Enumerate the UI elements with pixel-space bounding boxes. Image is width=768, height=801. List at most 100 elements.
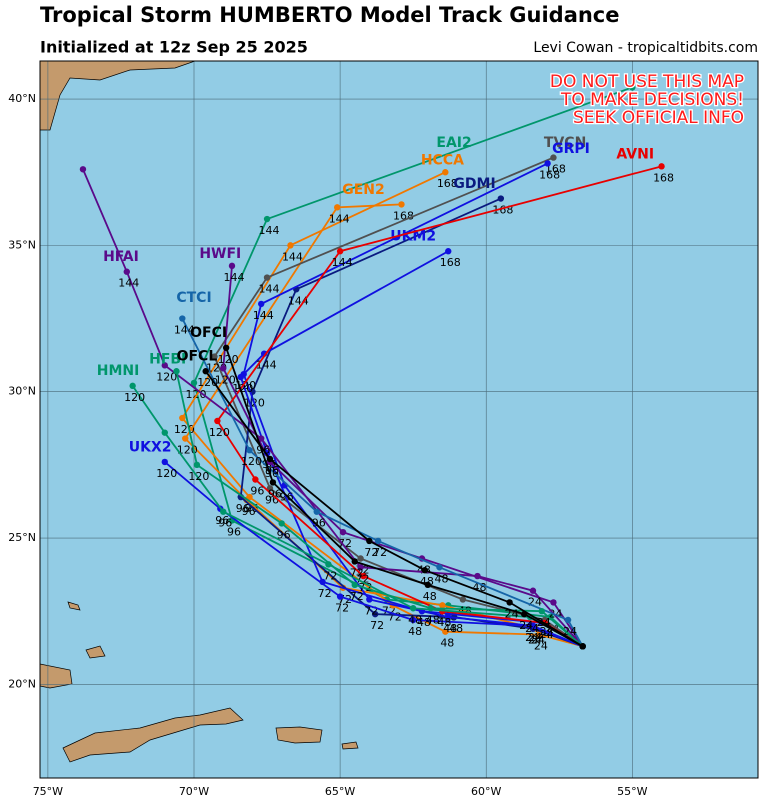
track-point <box>266 485 274 492</box>
hour-label: 96 <box>250 484 264 497</box>
hour-label: 144 <box>174 324 195 337</box>
hour-label: 24 <box>531 634 545 647</box>
hour-label: 48 <box>423 590 437 603</box>
hour-label: 96 <box>236 502 250 515</box>
hour-label: 144 <box>329 212 350 225</box>
hour-label: 168 <box>437 177 458 190</box>
hour-label: 120 <box>218 353 239 366</box>
lon-tick-label: 70°W <box>179 785 209 798</box>
track-line <box>193 86 633 647</box>
hour-label: 24 <box>540 628 554 641</box>
hour-label: 144 <box>259 283 280 296</box>
lon-tick-label: 75°W <box>33 785 63 798</box>
track-point <box>445 613 452 621</box>
track-point <box>325 561 332 568</box>
hour-label: 72 <box>318 587 332 600</box>
title: Tropical Storm HUMBERTO Model Track Guid… <box>40 3 620 27</box>
track-point <box>202 368 209 375</box>
track-point <box>445 248 452 255</box>
track-line <box>216 165 662 648</box>
track-point <box>263 215 271 223</box>
track-point <box>409 605 417 612</box>
track-point <box>459 596 467 603</box>
track-point <box>398 201 405 208</box>
hour-label: 96 <box>265 464 279 477</box>
track-point <box>339 528 347 536</box>
model-name: GDMI <box>453 176 495 192</box>
track-point <box>360 572 367 580</box>
hour-label: 24 <box>534 640 548 653</box>
hour-label: 144 <box>288 294 309 307</box>
track-point <box>228 262 236 270</box>
track-point <box>547 613 554 621</box>
track-point <box>409 616 417 624</box>
hour-label: 120 <box>124 391 145 404</box>
track-point <box>237 373 244 381</box>
track-point <box>351 581 358 589</box>
model-name: HCCA <box>421 153 464 169</box>
track-point <box>161 458 168 466</box>
track-line <box>239 197 583 648</box>
track-point <box>287 242 294 249</box>
track-point <box>129 382 136 390</box>
model-name: HMNI <box>97 363 140 379</box>
hour-label: 24 <box>525 622 539 635</box>
hour-label: 48 <box>440 637 454 650</box>
track-point <box>336 248 344 255</box>
track-point <box>550 154 557 161</box>
subtitle: Initialized at 12z Sep 25 2025 <box>40 38 308 57</box>
track-point <box>629 84 636 91</box>
track-point <box>333 204 341 211</box>
track-point <box>550 599 557 606</box>
hour-label: 72 <box>370 619 384 632</box>
hour-label: 24 <box>525 631 539 644</box>
lon-tick-label: 55°W <box>617 785 647 798</box>
hour-label: 72 <box>350 590 364 603</box>
track-point <box>427 605 434 612</box>
track-point <box>526 622 534 630</box>
hour-label: 24 <box>505 607 519 620</box>
hour-label: 72 <box>335 602 349 615</box>
hour-label: 120 <box>206 362 227 375</box>
model-name: OFCI <box>190 325 227 341</box>
track-point <box>357 564 364 571</box>
hour-label: 120 <box>215 373 236 386</box>
model-name: CTCI <box>176 290 211 306</box>
track-point <box>269 479 277 486</box>
model-name: AVNI <box>616 147 654 163</box>
hour-label: 96 <box>268 487 282 500</box>
hour-label: 96 <box>312 517 326 530</box>
track-point <box>123 268 130 275</box>
credit: Levi Cowan - tropicaltidbits.com <box>533 40 758 56</box>
track-point <box>544 160 551 167</box>
track-point <box>79 166 87 173</box>
ocean <box>40 61 758 778</box>
track-line <box>82 168 584 647</box>
track-point <box>161 429 168 436</box>
track-point <box>535 631 543 638</box>
track-point <box>258 300 265 308</box>
model-name: TVCN <box>544 135 586 151</box>
hour-label: 120 <box>186 388 207 401</box>
model-name: GEN2 <box>342 182 385 198</box>
lat-tick-label: 40°N <box>8 92 36 105</box>
hour-label: 48 <box>449 622 463 635</box>
hour-label: 72 <box>338 537 352 550</box>
hour-label: 24 <box>563 625 577 638</box>
hour-label: 120 <box>156 467 177 480</box>
hour-label: 144 <box>259 224 280 237</box>
model-name: OFCL <box>177 349 218 365</box>
track-point <box>366 537 373 545</box>
track-point <box>266 455 274 463</box>
track-point <box>564 616 572 624</box>
hour-label: 120 <box>156 370 177 383</box>
track-point <box>529 587 537 594</box>
hour-label: 48 <box>420 575 434 588</box>
model-name: HWFI <box>199 246 241 262</box>
track-point <box>351 558 358 565</box>
lon-tick-label: 65°W <box>325 785 355 798</box>
hour-label: 72 <box>350 566 364 579</box>
hour-label: 96 <box>277 528 291 541</box>
track-point <box>336 593 344 600</box>
